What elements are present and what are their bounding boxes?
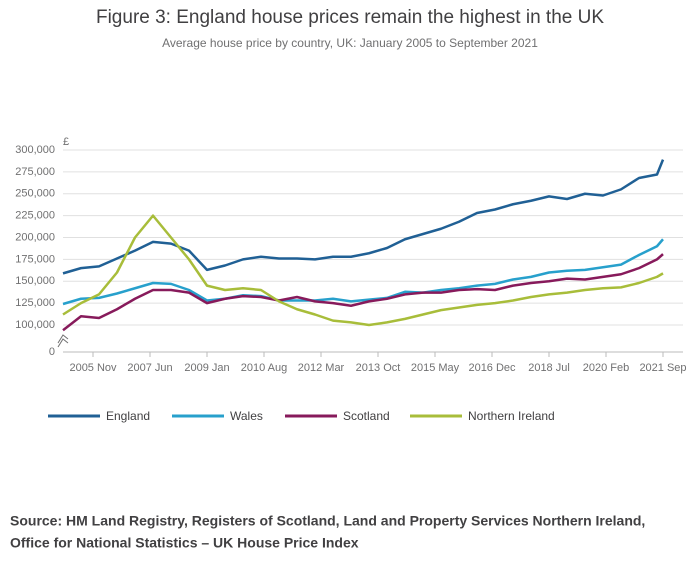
x-tick-label: 2021 Sep <box>639 362 686 374</box>
x-tick-label: 2005 Nov <box>69 362 117 374</box>
x-tick-label: 2016 Dec <box>468 362 516 374</box>
x-tick-label: 2020 Feb <box>583 362 629 374</box>
line <box>62 253 664 332</box>
y-tick-label: 175,000 <box>15 253 55 265</box>
y-tick-label: 250,000 <box>15 188 55 200</box>
legend-label: England <box>106 409 150 423</box>
y-tick-label: 200,000 <box>15 231 55 243</box>
line <box>62 238 664 306</box>
line <box>62 214 664 327</box>
x-tick-label: 2010 Aug <box>241 362 288 374</box>
y-tick-label: 150,000 <box>15 275 55 287</box>
y-tick-label: 100,000 <box>15 319 55 331</box>
y-tick-label: 225,000 <box>15 210 55 222</box>
y-axis-label: £ <box>63 136 69 148</box>
x-tick-label: 2015 May <box>411 362 460 374</box>
source: Office for National Statistics – UK Hous… <box>10 535 359 551</box>
y-tick-label: 300,000 <box>15 144 55 156</box>
legend-label: Northern Ireland <box>468 409 555 423</box>
chart-title: Figure 3: England house prices remain th… <box>96 7 604 28</box>
source: Source: HM Land Registry, Registers of S… <box>10 513 645 529</box>
y-tick-label: 125,000 <box>15 297 55 309</box>
chart-subtitle: Average house price by country, UK: Janu… <box>162 36 538 50</box>
x-tick-label: 2018 Jul <box>528 362 570 374</box>
y-tick-label: 275,000 <box>15 166 55 178</box>
legend-label: Scotland <box>343 409 390 423</box>
axis-break <box>57 334 69 348</box>
x-tick-label: 2007 Jun <box>127 362 172 374</box>
legend-label: Wales <box>230 409 263 423</box>
line <box>62 159 665 275</box>
x-tick-label: 2013 Oct <box>356 362 401 374</box>
y-tick-label: 0 <box>49 346 55 358</box>
x-tick-label: 2009 Jan <box>184 362 229 374</box>
x-tick-label: 2012 Mar <box>298 362 345 374</box>
